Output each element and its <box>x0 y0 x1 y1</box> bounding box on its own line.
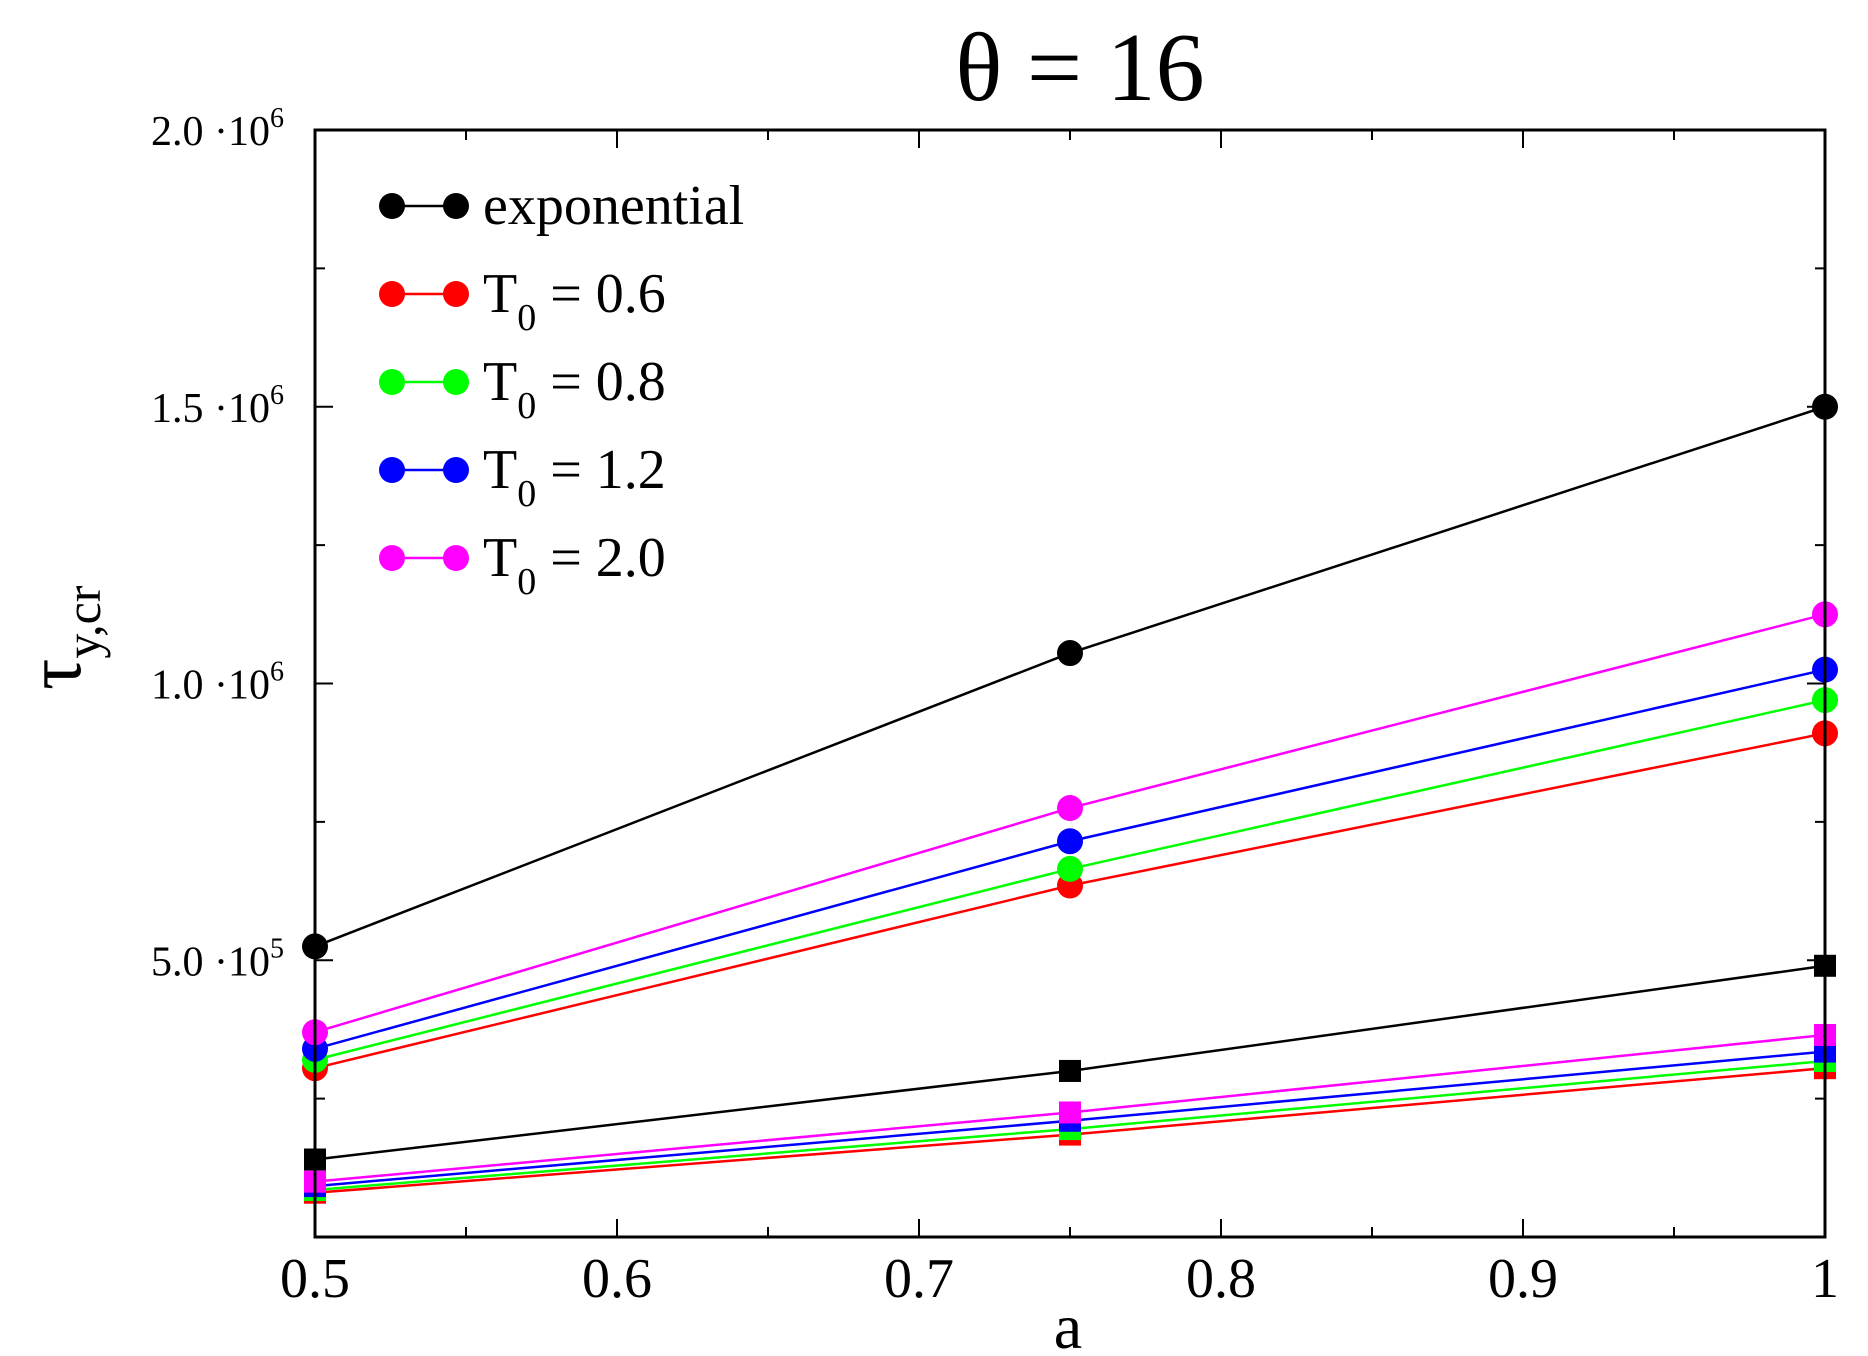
plot-frame <box>313 128 1827 1239</box>
series-markers <box>302 393 1838 1204</box>
legend-label-subscript: 0 <box>517 297 536 339</box>
legend-label-base: T <box>483 263 517 325</box>
legend-label: T0 = 1.2 <box>483 439 666 515</box>
data-point-circle <box>1057 795 1083 822</box>
y-tick-exponent: 5 <box>270 933 284 964</box>
series-line <box>314 613 1826 1034</box>
legend-marker <box>443 369 469 395</box>
y-tick-label: 2.0 ·106 <box>151 103 284 155</box>
legend-label-base: T <box>483 439 517 501</box>
legend-label: T0 = 0.6 <box>483 263 666 339</box>
legend-label-base: T <box>483 351 517 413</box>
legend-label-subscript: 0 <box>517 473 536 515</box>
x-tick-label: 0.8 <box>1186 1248 1256 1310</box>
y-axis-label-subscript: y,cr <box>55 585 111 658</box>
x-tick-label: 0.5 <box>280 1248 350 1310</box>
x-tick-label: 0.6 <box>582 1248 652 1310</box>
y-tick-exponent: 6 <box>270 103 284 134</box>
data-point-circle <box>1057 640 1083 667</box>
data-point-square <box>1059 1101 1081 1124</box>
x-tick-label: 1 <box>1811 1248 1839 1310</box>
y-tick-mantissa: 2.0 ·10 <box>151 109 270 155</box>
legend-label-subscript: 0 <box>517 385 536 427</box>
chart-title: θ = 16 <box>955 14 1204 122</box>
y-axis-label-base: τ <box>10 659 97 690</box>
y-tick-label: 1.0 ·106 <box>151 657 284 709</box>
y-tick-mantissa: 5.0 ·10 <box>151 939 270 985</box>
series-line <box>314 732 1826 1070</box>
legend-marker <box>443 545 469 571</box>
legend-marker <box>443 281 469 307</box>
y-tick-exponent: 6 <box>270 380 284 411</box>
legend-marker <box>379 545 405 571</box>
legend-marker <box>443 457 469 483</box>
legend-marker <box>443 193 469 219</box>
legend-label-subscript: 0 <box>517 561 536 603</box>
x-tick-label: 0.9 <box>1488 1248 1558 1310</box>
data-point-circle <box>1057 855 1083 882</box>
data-point-circle <box>1057 828 1083 855</box>
y-tick-exponent: 6 <box>270 657 284 688</box>
legend-label-value: = 2.0 <box>536 527 666 589</box>
legend-marker <box>379 281 405 307</box>
legend-label: T0 = 0.8 <box>483 351 666 427</box>
legend-marker <box>379 193 405 219</box>
data-point-square <box>1059 1059 1081 1082</box>
legend-label: exponential <box>483 175 744 237</box>
y-tick-mantissa: 1.5 ·10 <box>151 386 270 432</box>
x-tick-label: 0.7 <box>884 1248 954 1310</box>
x-axis-label: a <box>1054 1291 1082 1356</box>
legend-label-value: = 0.6 <box>536 263 666 325</box>
legend-label-base: T <box>483 527 517 589</box>
y-tick-label: 5.0 ·105 <box>151 933 284 985</box>
y-tick-label: 1.5 ·106 <box>151 380 284 432</box>
legend-label-value: = 1.2 <box>536 439 666 501</box>
legend-label: T0 = 2.0 <box>483 527 666 603</box>
legend-marker <box>379 457 405 483</box>
y-axis-label: τy,cr <box>10 585 111 690</box>
legend-marker <box>379 369 405 395</box>
y-tick-mantissa: 1.0 ·10 <box>151 663 270 709</box>
legend-label-value: = 0.8 <box>536 351 666 413</box>
